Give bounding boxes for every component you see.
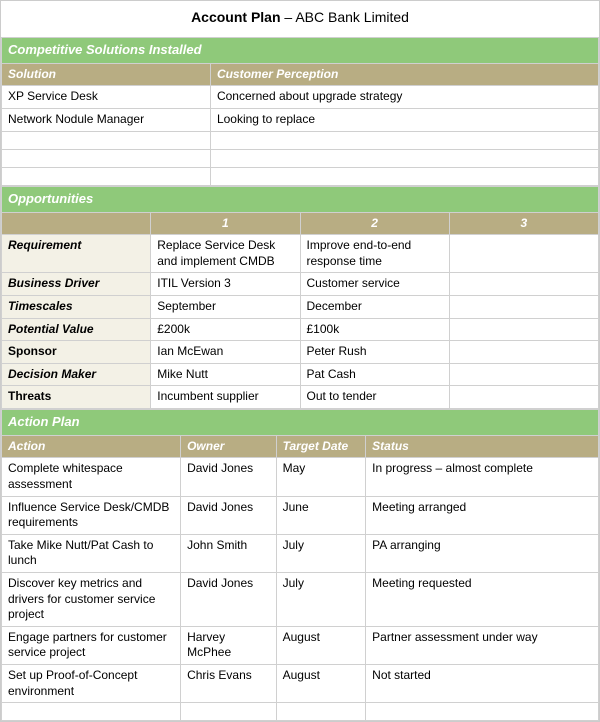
table-row-empty — [2, 703, 599, 721]
opp-col-3: 3 — [449, 212, 598, 235]
table-row: Discover key metrics and drivers for cus… — [2, 572, 599, 626]
cell-status: Not started — [366, 664, 599, 702]
cell — [449, 273, 598, 296]
opportunities-table: Opportunities 1 2 3 Requirement Replace … — [1, 186, 599, 409]
table-row: XP Service Desk Concerned about upgrade … — [2, 86, 599, 109]
cell-action: Discover key metrics and drivers for cus… — [2, 572, 181, 626]
title-separator: – — [281, 9, 296, 25]
cell: Peter Rush — [300, 341, 449, 364]
cell — [449, 235, 598, 273]
opp-col-blank — [2, 212, 151, 235]
cell-solution: Network Nodule Manager — [2, 109, 211, 132]
cell — [449, 295, 598, 318]
cell — [449, 386, 598, 409]
table-row: Influence Service Desk/CMDB requirements… — [2, 496, 599, 534]
table-row-empty — [2, 167, 599, 185]
actionplan-table: Action Plan Action Owner Target Date Sta… — [1, 409, 599, 721]
table-row: Complete whitespace assessment David Jon… — [2, 458, 599, 496]
row-label-requirement: Requirement — [2, 235, 151, 273]
cell — [449, 318, 598, 341]
cell: Out to tender — [300, 386, 449, 409]
table-row-empty — [2, 131, 599, 149]
cell: December — [300, 295, 449, 318]
row-label-value: Potential Value — [2, 318, 151, 341]
cell: Pat Cash — [300, 363, 449, 386]
row-label-sponsor: Sponsor — [2, 341, 151, 364]
cell-target: June — [276, 496, 366, 534]
cell: September — [151, 295, 300, 318]
table-row: Engage partners for customer service pro… — [2, 626, 599, 664]
row-label-driver: Business Driver — [2, 273, 151, 296]
table-row: Requirement Replace Service Desk and imp… — [2, 235, 599, 273]
cell-action: Influence Service Desk/CMDB requirements — [2, 496, 181, 534]
ap-col-owner: Owner — [181, 435, 277, 458]
row-label-timescales: Timescales — [2, 295, 151, 318]
cell-status: In progress – almost complete — [366, 458, 599, 496]
cell: ITIL Version 3 — [151, 273, 300, 296]
cell: Mike Nutt — [151, 363, 300, 386]
cell-owner: David Jones — [181, 458, 277, 496]
competitive-header: Competitive Solutions Installed — [2, 38, 599, 64]
competitive-table: Competitive Solutions Installed Solution… — [1, 37, 599, 186]
table-row: Business Driver ITIL Version 3 Customer … — [2, 273, 599, 296]
cell: £100k — [300, 318, 449, 341]
cell-target: August — [276, 664, 366, 702]
table-row: Threats Incumbent supplier Out to tender — [2, 386, 599, 409]
cell-owner: Harvey McPhee — [181, 626, 277, 664]
actionplan-header: Action Plan — [2, 409, 599, 435]
ap-col-target: Target Date — [276, 435, 366, 458]
cell-perception: Looking to replace — [210, 109, 598, 132]
cell — [449, 363, 598, 386]
cell-action: Complete whitespace assessment — [2, 458, 181, 496]
cell-status: Meeting arranged — [366, 496, 599, 534]
cell-target: July — [276, 534, 366, 572]
table-row: Set up Proof-of-Concept environment Chri… — [2, 664, 599, 702]
opp-col-1: 1 — [151, 212, 300, 235]
cell-solution: XP Service Desk — [2, 86, 211, 109]
table-row: Network Nodule Manager Looking to replac… — [2, 109, 599, 132]
row-label-decision: Decision Maker — [2, 363, 151, 386]
cell-action: Take Mike Nutt/Pat Cash to lunch — [2, 534, 181, 572]
competitive-col-solution: Solution — [2, 63, 211, 86]
cell-owner: John Smith — [181, 534, 277, 572]
cell: Incumbent supplier — [151, 386, 300, 409]
table-row: Potential Value £200k £100k — [2, 318, 599, 341]
ap-col-action: Action — [2, 435, 181, 458]
title-company: ABC Bank Limited — [295, 9, 409, 25]
cell-owner: David Jones — [181, 496, 277, 534]
title-label: Account Plan — [191, 9, 280, 25]
table-row: Decision Maker Mike Nutt Pat Cash — [2, 363, 599, 386]
cell-status: Meeting requested — [366, 572, 599, 626]
account-plan-page: Account Plan – ABC Bank Limited Competit… — [0, 0, 600, 722]
table-row-empty — [2, 149, 599, 167]
table-row: Take Mike Nutt/Pat Cash to lunch John Sm… — [2, 534, 599, 572]
cell-target: May — [276, 458, 366, 496]
cell-status: Partner assessment under way — [366, 626, 599, 664]
cell: Improve end-to-end response time — [300, 235, 449, 273]
row-label-threats: Threats — [2, 386, 151, 409]
cell-target: July — [276, 572, 366, 626]
page-title: Account Plan – ABC Bank Limited — [1, 1, 599, 37]
cell-perception: Concerned about upgrade strategy — [210, 86, 598, 109]
cell-owner: David Jones — [181, 572, 277, 626]
competitive-col-perception: Customer Perception — [210, 63, 598, 86]
opp-col-2: 2 — [300, 212, 449, 235]
cell-status: PA arranging — [366, 534, 599, 572]
opportunities-header: Opportunities — [2, 186, 599, 212]
cell: £200k — [151, 318, 300, 341]
cell — [449, 341, 598, 364]
cell: Ian McEwan — [151, 341, 300, 364]
cell-action: Set up Proof-of-Concept environment — [2, 664, 181, 702]
cell-action: Engage partners for customer service pro… — [2, 626, 181, 664]
cell: Replace Service Desk and implement CMDB — [151, 235, 300, 273]
table-row: Timescales September December — [2, 295, 599, 318]
cell-target: August — [276, 626, 366, 664]
table-row: Sponsor Ian McEwan Peter Rush — [2, 341, 599, 364]
cell-owner: Chris Evans — [181, 664, 277, 702]
ap-col-status: Status — [366, 435, 599, 458]
cell: Customer service — [300, 273, 449, 296]
